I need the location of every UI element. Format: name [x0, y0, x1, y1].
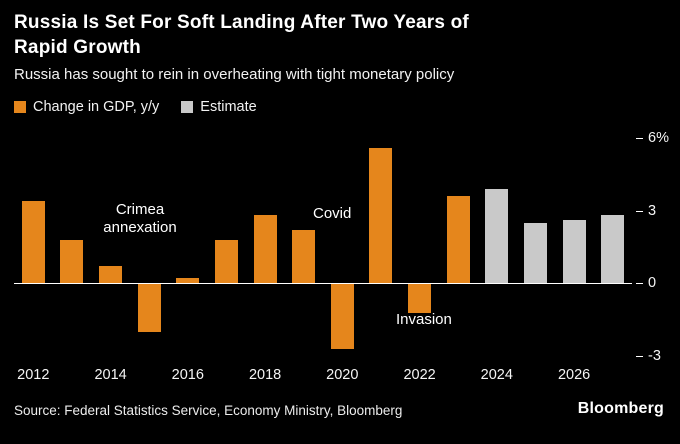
gdp-bar-2027: [601, 215, 625, 284]
gdp-bar-2012: [21, 200, 45, 284]
bloomberg-logo: Bloomberg: [577, 400, 664, 417]
legend-item-gdp-label: Change in GDP, y/y: [33, 99, 160, 115]
zero-baseline: [14, 283, 632, 285]
gdp-bar-2017: [214, 239, 238, 284]
annotation-crimea: Crimea annexation: [103, 201, 177, 236]
gdp-bar-2014: [99, 266, 123, 284]
gdp-bar-2018: [253, 215, 277, 284]
source-note: Source: Federal Statistics Service, Econ…: [14, 403, 403, 418]
gdp-bar-2016: [176, 278, 200, 284]
gdp-bar-2022: [408, 284, 432, 314]
chart-header: Russia Is Set For Soft Landing After Two…: [14, 10, 666, 115]
annotation-invasion: Invasion: [396, 311, 452, 328]
annotation-covid: Covid: [313, 205, 352, 222]
y-tick-mark: [636, 283, 643, 285]
y-tick-mark: [636, 355, 643, 357]
legend-item-gdp-swatch-icon: [14, 101, 26, 113]
chart-title-line-1: Russia Is Set For Soft Landing After Two…: [14, 12, 469, 33]
gdp-bar-2013: [60, 239, 84, 284]
gdp-bar-2021: [369, 147, 393, 284]
gdp-bar-2015: [137, 284, 161, 333]
legend-item-gdp: Change in GDP, y/y: [14, 99, 159, 115]
legend: Change in GDP, y/y Estimate: [14, 99, 666, 115]
x-tick-label: 2024: [480, 367, 513, 383]
x-tick-label: 2026: [557, 367, 591, 383]
x-tick-label: 2018: [248, 367, 282, 383]
y-tick-label: 0: [648, 275, 657, 292]
x-tick-label: 2022: [403, 367, 436, 383]
gdp-bar-2019: [292, 229, 316, 284]
x-tick-label: 2012: [17, 367, 50, 383]
x-tick-label: 2020: [326, 367, 359, 383]
y-tick-label: 3: [648, 202, 657, 219]
y-tick-label: -3: [648, 347, 661, 364]
chart-title-line-2: Rapid Growth: [14, 37, 141, 58]
gdp-bar-2025: [523, 222, 547, 284]
gdp-bar-2020: [330, 284, 354, 350]
y-tick-label: 6%: [648, 129, 669, 146]
chart-subtitle: Russia has sought to rein in overheating…: [14, 66, 455, 83]
legend-item-estimate-swatch-icon: [181, 101, 194, 113]
plot-area: 6% 3 0 -3 2012 2014 2016 2018 2020 2022 2024 2026 Cr…: [14, 127, 669, 383]
y-tick-mark: [636, 137, 643, 139]
x-tick-label: 2014: [94, 367, 127, 383]
legend-item-estimate-label: Estimate: [200, 99, 257, 115]
gdp-bar-2026: [562, 220, 586, 284]
legend-item-estimate: Estimate: [181, 99, 257, 115]
x-tick-label: 2016: [171, 367, 204, 383]
gdp-bar-2023: [446, 196, 470, 284]
gdp-bar-2024: [485, 188, 509, 284]
y-tick-mark: [636, 210, 643, 212]
